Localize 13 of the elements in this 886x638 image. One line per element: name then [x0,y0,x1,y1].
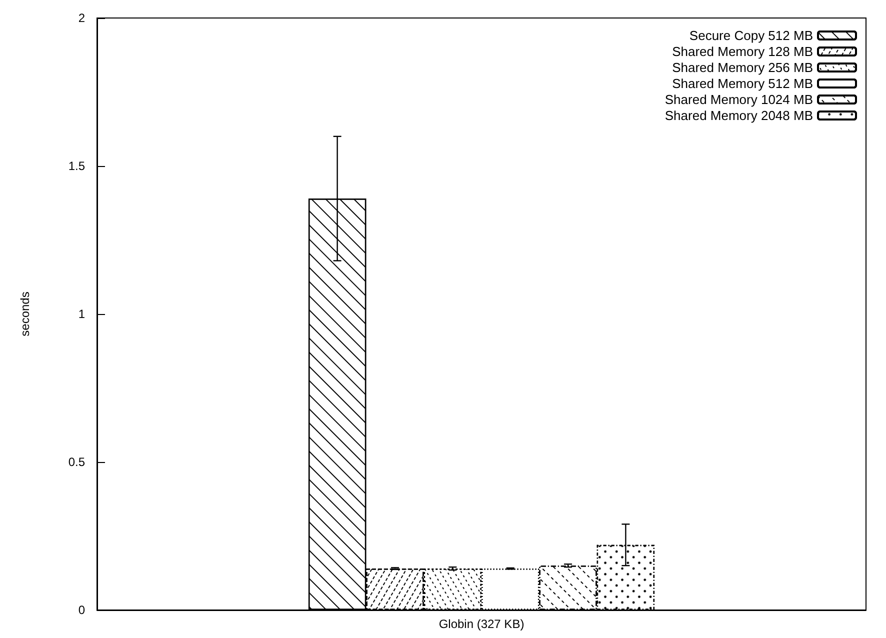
legend-label: Shared Memory 256 MB [672,60,813,75]
y-tick-label: 2 [78,11,86,25]
legend-label: Shared Memory 1024 MB [664,92,813,107]
y-tick-label: 1.5 [68,159,86,173]
legend-label: Shared Memory 2048 MB [664,108,813,123]
x-tick-label: Globin (327 KB) [438,617,524,631]
y-tick-label: 0.5 [68,455,86,469]
legend-label: Shared Memory 128 MB [672,44,813,59]
y-tick-label: 1 [78,307,86,321]
y-axis-title: seconds [18,292,32,336]
legend-label: Shared Memory 512 MB [672,76,813,91]
y-tick-label: 0 [78,603,86,617]
legend-label: Secure Copy 512 MB [689,28,813,43]
